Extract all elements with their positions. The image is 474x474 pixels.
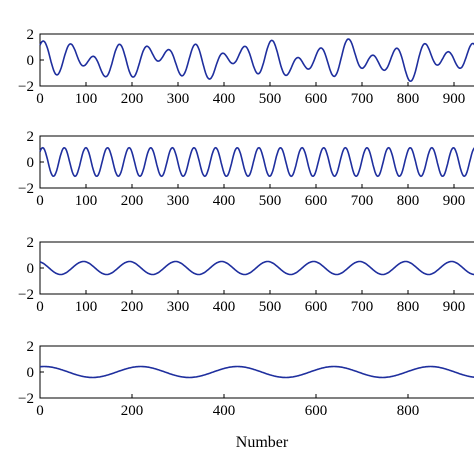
x-tick-label: 0 (36, 403, 44, 419)
subplot-1: 0100200300400500600700800900100020−2 (18, 27, 474, 107)
x-tick-label: 800 (397, 299, 420, 315)
x-tick-label: 100 (75, 193, 98, 209)
x-axis-label: Number (236, 434, 289, 451)
x-tick-label: 200 (121, 299, 144, 315)
x-tick-label: 100 (75, 91, 98, 107)
tick-group: 0100200300400500600700800900100020−2 (18, 129, 466, 209)
x-tick-label: 300 (167, 91, 190, 107)
x-tick-label: 600 (305, 193, 328, 209)
subplot-2: 0100200300400500600700800900100020−2 (18, 129, 474, 209)
subplot-4: 0200400600800100020−2 Number (18, 339, 474, 451)
x-tick-label: 0 (36, 299, 44, 315)
x-tick-label: 200 (121, 193, 144, 209)
x-tick-label: 400 (213, 299, 236, 315)
x-tick-label: 500 (259, 91, 282, 107)
x-tick-label: 900 (443, 193, 466, 209)
x-tick-label: 200 (121, 403, 144, 419)
x-tick-label: 900 (443, 91, 466, 107)
x-tick-label: 300 (167, 299, 190, 315)
axes-frame (39, 345, 474, 399)
x-tick-label: 700 (351, 91, 374, 107)
y-tick-label: 0 (27, 155, 35, 171)
x-tick-label: 900 (443, 299, 466, 315)
x-tick-label: 400 (213, 91, 236, 107)
y-tick-label: 2 (27, 235, 35, 251)
y-tick-label: −2 (18, 181, 34, 197)
x-tick-label: 700 (351, 193, 374, 209)
x-tick-label: 0 (36, 193, 44, 209)
series-line (39, 146, 474, 178)
x-tick-label: 600 (305, 299, 328, 315)
y-tick-label: −2 (18, 391, 34, 407)
axes-frame (39, 33, 474, 87)
tick-group: 0100200300400500600700800900100020−2 (18, 235, 466, 315)
y-tick-label: 0 (27, 261, 35, 277)
x-tick-label: 800 (397, 91, 420, 107)
subplot-3: 0100200300400500600700800900100020−2 (18, 235, 474, 315)
x-tick-label: 800 (397, 193, 420, 209)
x-tick-label: 700 (351, 299, 374, 315)
series-line (39, 260, 474, 276)
y-tick-label: −2 (18, 79, 34, 95)
x-tick-label: 0 (36, 91, 44, 107)
tick-group: 0200400600800100020−2 (18, 339, 420, 419)
x-tick-label: 400 (213, 193, 236, 209)
x-tick-label: 400 (213, 403, 236, 419)
y-tick-label: 2 (27, 129, 35, 145)
x-tick-label: 800 (397, 403, 420, 419)
y-tick-label: 2 (27, 27, 35, 43)
axes-frame (39, 135, 474, 189)
x-tick-label: 500 (259, 193, 282, 209)
x-tick-label: 300 (167, 193, 190, 209)
y-tick-label: 0 (27, 365, 35, 381)
x-tick-label: 600 (305, 91, 328, 107)
y-tick-label: 0 (27, 53, 35, 69)
x-tick-label: 100 (75, 299, 98, 315)
x-tick-label: 500 (259, 299, 282, 315)
x-tick-label: 600 (305, 403, 328, 419)
tick-group: 0100200300400500600700800900100020−2 (18, 27, 466, 107)
y-tick-label: 2 (27, 339, 35, 355)
series-line (40, 365, 474, 379)
x-tick-label: 200 (121, 91, 144, 107)
series-line (39, 38, 474, 82)
y-tick-label: −2 (18, 287, 34, 303)
